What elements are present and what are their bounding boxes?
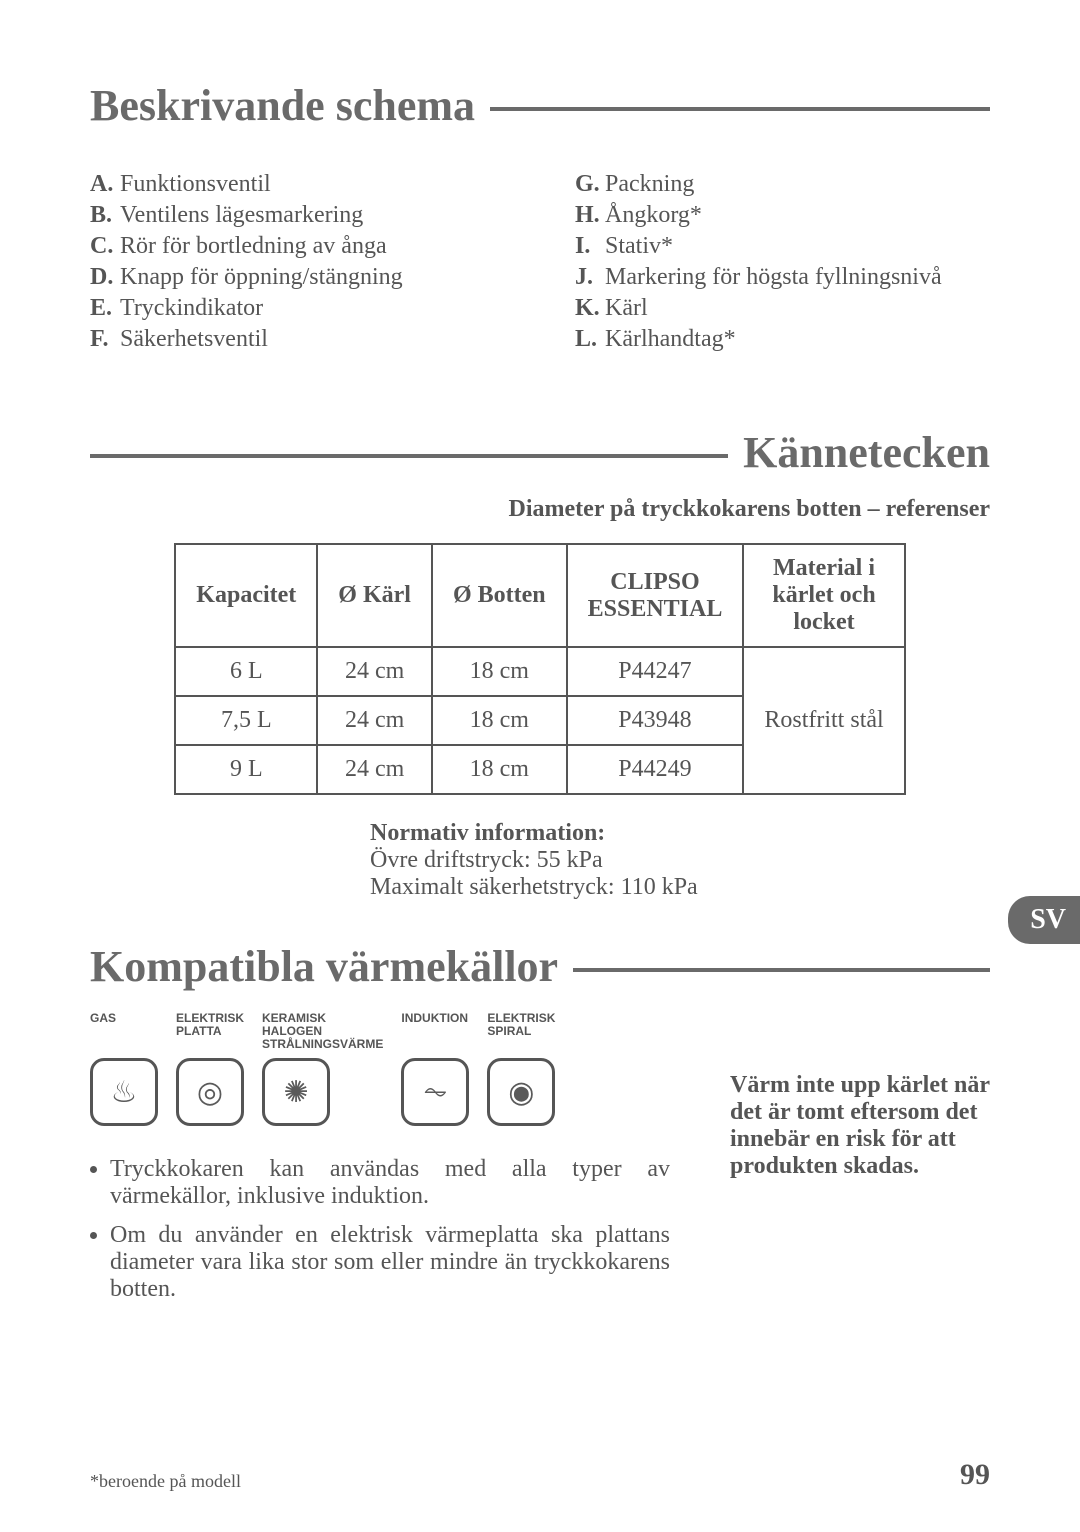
table-subtitle: Diameter på tryckkokarens botten – refer… [90,496,990,523]
heat-icons-row: GAS ♨ ELEKTRISKPLATTA◎ KERAMISKHALOGENSTRÅL… [90,1012,680,1126]
bullet-item: Om du använder en elektrisk värmeplatta … [110,1222,680,1303]
schema-key: L. [575,326,605,353]
schema-item: B.Ventilens lägesmarkering [90,202,505,229]
heat-source-icon: ⏦ [401,1058,469,1126]
table-header: CLIPSOESSENTIAL [567,544,744,647]
normativ-block: Normativ information: Övre driftstryck: … [370,820,990,901]
heat-source-label: GAS [90,1012,116,1054]
schema-item: F.Säkerhetsventil [90,326,505,353]
schema-key: H. [575,202,605,229]
heat-source-label: KERAMISKHALOGENSTRÅLNINGSVÄRME [262,1012,383,1054]
schema-value: Tryckindikator [120,295,263,322]
schema-item: I.Stativ* [575,233,990,260]
table-cell: 24 cm [317,745,432,794]
schema-value: Kärlhandtag* [605,326,736,353]
schema-key: A. [90,171,120,198]
heading-rule [90,454,728,458]
dimensions-table: KapacitetØ KärlØ BottenCLIPSOESSENTIALMa… [174,543,905,795]
table-cell: P43948 [567,696,744,745]
schema-col-left: A.FunktionsventilB.Ventilens lägesmarker… [90,171,505,357]
schema-key: D. [90,264,120,291]
heading-heat-text: Kompatibla värmekällor [90,941,558,992]
schema-lists: A.FunktionsventilB.Ventilens lägesmarker… [90,171,990,357]
schema-value: Stativ* [605,233,673,260]
schema-value: Packning [605,171,694,198]
heat-source-icon: ✺ [262,1058,330,1126]
schema-item: J.Markering för högsta fyllningsnivå [575,264,990,291]
heading-schema: Beskrivande schema [90,80,990,131]
table-cell: 18 cm [432,745,567,794]
heading-kannetecken: Kännetecken [90,427,990,478]
table-cell: 9 L [175,745,317,794]
heading-rule [573,968,990,972]
schema-item: D.Knapp för öppning/stängning [90,264,505,291]
table-cell: 24 cm [317,696,432,745]
schema-value: Markering för högsta fyllningsnivå [605,264,942,291]
schema-col-right: G.PackningH.Ångkorg*I.Stativ*J.Markering… [575,171,990,357]
warning-text: Värm inte upp kärlet när det är tomt eft… [730,1072,990,1315]
schema-value: Ångkorg* [605,202,702,229]
table-cell: 18 cm [432,647,567,696]
table-cell: P44247 [567,647,744,696]
table-header: Ø Kärl [317,544,432,647]
heat-source: KERAMISKHALOGENSTRÅLNINGSVÄRME✺ [262,1012,383,1126]
schema-value: Ventilens lägesmarkering [120,202,363,229]
table-cell: P44249 [567,745,744,794]
schema-value: Säkerhetsventil [120,326,268,353]
heading-kannetecken-text: Kännetecken [743,427,990,478]
heat-source-icon: ◎ [176,1058,244,1126]
table-header: Ø Botten [432,544,567,647]
heading-heat: Kompatibla värmekällor [90,941,990,992]
heat-source-label: ELEKTRISKPLATTA [176,1012,244,1054]
schema-value: Funktionsventil [120,171,271,198]
normativ-title: Normativ information: [370,820,990,847]
schema-item: K.Kärl [575,295,990,322]
heat-source: GAS ♨ [90,1012,158,1126]
schema-item: G.Packning [575,171,990,198]
schema-item: E.Tryckindikator [90,295,505,322]
table-header: Material ikärlet ochlocket [743,544,904,647]
table-row: 6 L24 cm18 cmP44247Rostfritt stål [175,647,904,696]
schema-key: E. [90,295,120,322]
schema-item: L.Kärlhandtag* [575,326,990,353]
heat-source-icon: ♨ [90,1058,158,1126]
table-cell: 6 L [175,647,317,696]
schema-key: I. [575,233,605,260]
schema-item: H.Ångkorg* [575,202,990,229]
heading-rule [490,107,990,111]
page-number: 99 [960,1458,990,1492]
footnote: *beroende på modell [90,1471,241,1492]
heat-source: ELEKTRISKPLATTA◎ [176,1012,244,1126]
table-cell-material: Rostfritt stål [743,647,904,794]
schema-key: B. [90,202,120,229]
heat-source: INDUKTION⏦ [401,1012,469,1126]
schema-key: K. [575,295,605,322]
normativ-line: Maximalt säkerhetstryck: 110 kPa [370,874,990,901]
heat-bullets: Tryckkokaren kan användas med alla typer… [90,1156,680,1303]
language-tab: SV [1008,896,1080,944]
table-cell: 24 cm [317,647,432,696]
schema-key: F. [90,326,120,353]
schema-value: Rör för bortledning av ånga [120,233,387,260]
table-header: Kapacitet [175,544,317,647]
heat-source-label: ELEKTRISKSPIRAL [487,1012,555,1054]
schema-key: C. [90,233,120,260]
heading-schema-text: Beskrivande schema [90,80,475,131]
table-cell: 18 cm [432,696,567,745]
normativ-line: Övre driftstryck: 55 kPa [370,847,990,874]
schema-value: Kärl [605,295,648,322]
schema-key: G. [575,171,605,198]
heat-source-label: INDUKTION [401,1012,468,1054]
schema-value: Knapp för öppning/stängning [120,264,403,291]
heat-source: ELEKTRISKSPIRAL◉ [487,1012,555,1126]
table-cell: 7,5 L [175,696,317,745]
schema-item: C.Rör för bortledning av ånga [90,233,505,260]
bullet-item: Tryckkokaren kan användas med alla typer… [110,1156,680,1210]
schema-key: J. [575,264,605,291]
heat-source-icon: ◉ [487,1058,555,1126]
schema-item: A.Funktionsventil [90,171,505,198]
